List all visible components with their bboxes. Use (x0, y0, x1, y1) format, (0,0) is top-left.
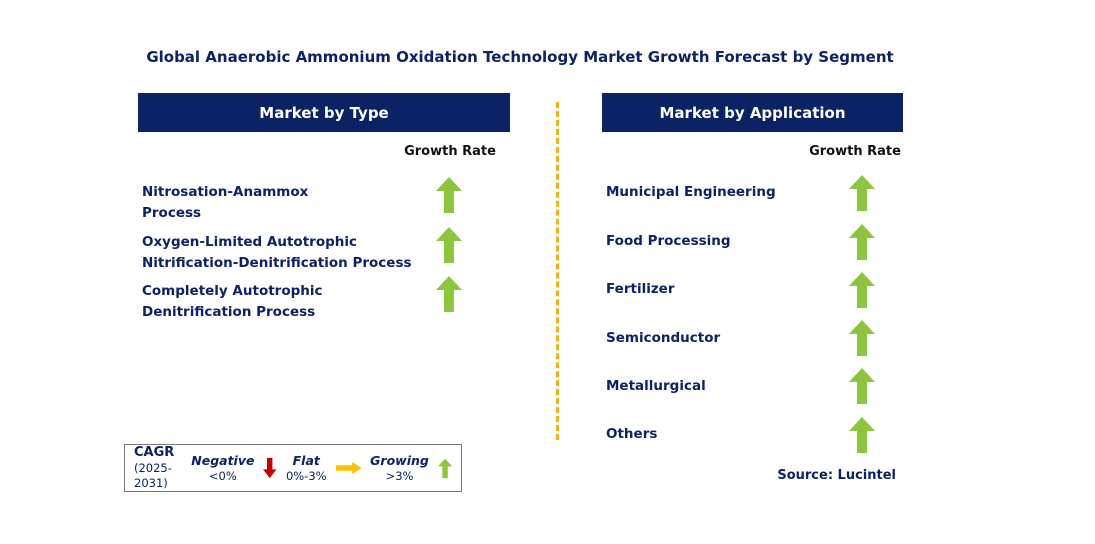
left-panel-header: Market by Type (138, 93, 510, 132)
legend-growing-value: >3% (385, 468, 414, 483)
legend-negative-label: Negative (191, 452, 255, 468)
chart-title: Global Anaerobic Ammonium Oxidation Tech… (146, 48, 894, 66)
growth-up-arrow-icon (436, 276, 462, 312)
legend-flat: Flat 0%-3% (286, 453, 327, 484)
left-panel-header-label: Market by Type (259, 103, 389, 122)
cagr-label: CAGR (134, 445, 175, 460)
legend-negative: Negative <0% (191, 453, 254, 484)
application-item-label: Food Processing (606, 233, 731, 249)
growth-up-arrow-icon (849, 272, 875, 308)
legend-growing-label: Growing (370, 452, 429, 468)
panel-divider (556, 102, 559, 440)
growth-up-arrow-icon (437, 458, 452, 478)
decline-down-arrow-icon (263, 457, 277, 479)
legend-flat-label: Flat (292, 452, 320, 468)
growth-up-arrow-icon (849, 320, 875, 356)
application-item-label: Fertilizer (606, 281, 675, 297)
cagr-legend-title: CAGR (2025-2031) (134, 445, 182, 491)
growth-up-arrow-icon (436, 227, 462, 263)
right-growth-rate-label: Growth Rate (809, 144, 901, 159)
type-item-label: Completely Autotrophic Denitrification P… (142, 283, 323, 320)
application-item-label: Others (606, 426, 658, 442)
left-growth-rate-label: Growth Rate (404, 144, 496, 159)
growth-up-arrow-icon (436, 177, 462, 213)
application-item-label: Municipal Engineering (606, 184, 776, 200)
cagr-range: (2025-2031) (134, 461, 172, 490)
legend-negative-value: <0% (208, 468, 237, 483)
cagr-legend: CAGR (2025-2031) Negative <0% Flat 0%-3%… (124, 444, 462, 492)
legend-growing: Growing >3% (370, 453, 429, 484)
source-attribution: Source: Lucintel (777, 468, 896, 483)
legend-flat-value: 0%-3% (285, 468, 327, 483)
flat-right-arrow-icon (335, 461, 362, 475)
application-item-label: Metallurgical (606, 378, 706, 394)
growth-up-arrow-icon (849, 224, 875, 260)
growth-up-arrow-icon (849, 417, 875, 453)
type-item-label: Nitrosation-Anammox Process (142, 184, 309, 221)
type-item-label: Oxygen-Limited Autotrophic Nitrification… (142, 234, 412, 271)
application-item-label: Semiconductor (606, 330, 721, 346)
right-panel-header-label: Market by Application (659, 103, 846, 122)
growth-up-arrow-icon (849, 368, 875, 404)
right-panel-header: Market by Application (602, 93, 903, 132)
growth-up-arrow-icon (849, 175, 875, 211)
